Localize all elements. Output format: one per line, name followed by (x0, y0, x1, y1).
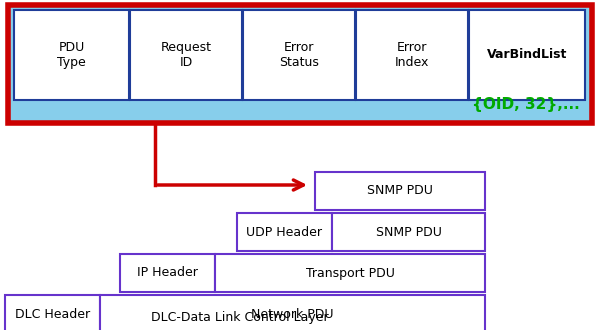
Text: UDP Header: UDP Header (247, 225, 323, 239)
Text: SNMP PDU: SNMP PDU (367, 184, 433, 197)
Text: Error
Status: Error Status (279, 41, 319, 69)
Text: Error
Index: Error Index (395, 41, 429, 69)
Bar (100, 295, 485, 330)
Bar (243, 10, 355, 100)
Bar (469, 10, 585, 100)
Bar (237, 213, 332, 251)
Text: DLC Header: DLC Header (15, 308, 90, 320)
Text: {OID, 32},...: {OID, 32},... (472, 97, 580, 113)
Text: Request
ID: Request ID (161, 41, 212, 69)
Bar (8, 5, 592, 123)
Text: Transport PDU: Transport PDU (305, 267, 394, 280)
Bar (130, 10, 242, 100)
Bar (215, 254, 485, 292)
Text: PDU
Type: PDU Type (57, 41, 86, 69)
Text: VarBindList: VarBindList (487, 49, 567, 61)
Bar (14, 10, 129, 100)
Bar (120, 254, 215, 292)
Bar (315, 172, 485, 210)
Text: SNMP PDU: SNMP PDU (376, 225, 442, 239)
Bar (356, 10, 468, 100)
Text: IP Header: IP Header (137, 267, 198, 280)
Text: DLC-Data Link Control Layer: DLC-Data Link Control Layer (151, 312, 329, 324)
Bar (332, 213, 485, 251)
Bar (5, 295, 100, 330)
Text: Network PDU: Network PDU (251, 308, 334, 320)
